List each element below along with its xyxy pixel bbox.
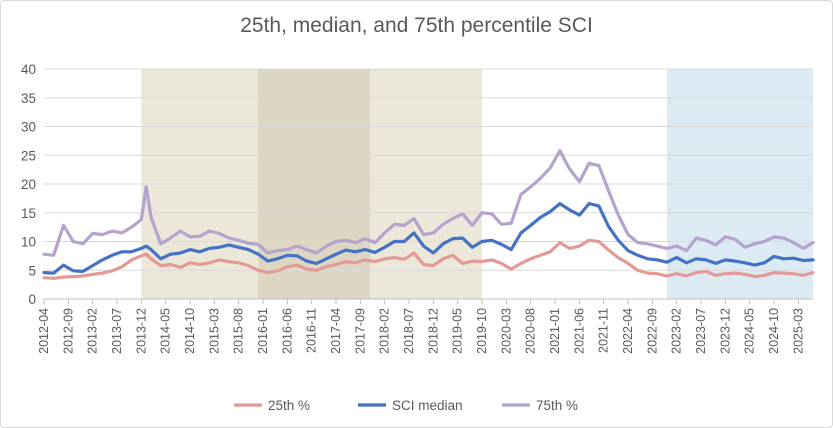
x-tick-label: 2016-06	[280, 308, 294, 354]
x-tick-label: 2023-02	[670, 308, 684, 354]
y-tick-label: 25	[21, 148, 36, 163]
y-tick-label: 10	[21, 235, 36, 250]
x-tick-label: 2015-03	[207, 308, 221, 354]
x-tick-label: 2014-10	[183, 308, 197, 354]
legend-label-0: 25th %	[268, 398, 310, 413]
x-tick-label: 2016-01	[256, 308, 270, 354]
x-tick-label: 2025-03	[791, 308, 805, 354]
legend-label-2: 75th %	[536, 398, 578, 413]
y-tick-label: 5	[28, 263, 36, 278]
x-tick-label: 2014-05	[159, 308, 173, 354]
y-tick-label: 30	[21, 120, 36, 135]
x-tick-label: 2017-09	[353, 308, 367, 354]
x-tick-label: 2020-03	[499, 308, 513, 354]
x-tick-label: 2024-05	[743, 308, 757, 354]
x-tick-label: 2023-12	[718, 308, 732, 354]
x-tick-label: 2023-07	[694, 308, 708, 354]
series-line-0	[42, 238, 815, 280]
y-tick-label: 40	[21, 62, 36, 77]
x-tick-label: 2021-06	[572, 308, 586, 354]
x-tick-label: 2022-09	[645, 308, 659, 354]
series-line-1	[42, 202, 815, 275]
x-tick-label: 2020-08	[524, 308, 538, 354]
x-tick-label: 2019-10	[475, 308, 489, 354]
y-tick-label: 15	[21, 206, 36, 221]
x-tick-label: 2024-10	[767, 308, 781, 354]
x-tick-label: 2018-07	[402, 308, 416, 354]
x-tick-label: 2012-09	[61, 308, 75, 354]
x-tick-label: 2012-04	[37, 308, 51, 354]
x-tick-label: 2013-07	[110, 308, 124, 354]
y-tick-label: 0	[28, 292, 36, 307]
x-tick-label: 2018-02	[378, 308, 392, 354]
x-tick-label: 2016-11	[305, 308, 319, 353]
y-tick-label: 20	[21, 177, 36, 192]
y-tick-label: 35	[21, 91, 36, 106]
x-tick-label: 2013-12	[134, 308, 148, 354]
chart-title: 25th, median, and 75th percentile SCI	[240, 14, 593, 37]
x-tick-label: 2013-02	[86, 308, 100, 354]
x-tick-label: 2019-05	[451, 308, 465, 354]
x-tick-label: 2017-04	[329, 308, 343, 354]
series-line-2	[42, 149, 815, 257]
x-tick-label: 2022-04	[621, 308, 635, 354]
x-tick-label: 2018-12	[426, 308, 440, 354]
legend-label-1: SCI median	[392, 398, 463, 413]
x-tick-label: 2015-08	[232, 308, 246, 354]
x-tick-label: 2021-11	[597, 308, 611, 353]
x-tick-label: 2021-01	[548, 308, 562, 354]
